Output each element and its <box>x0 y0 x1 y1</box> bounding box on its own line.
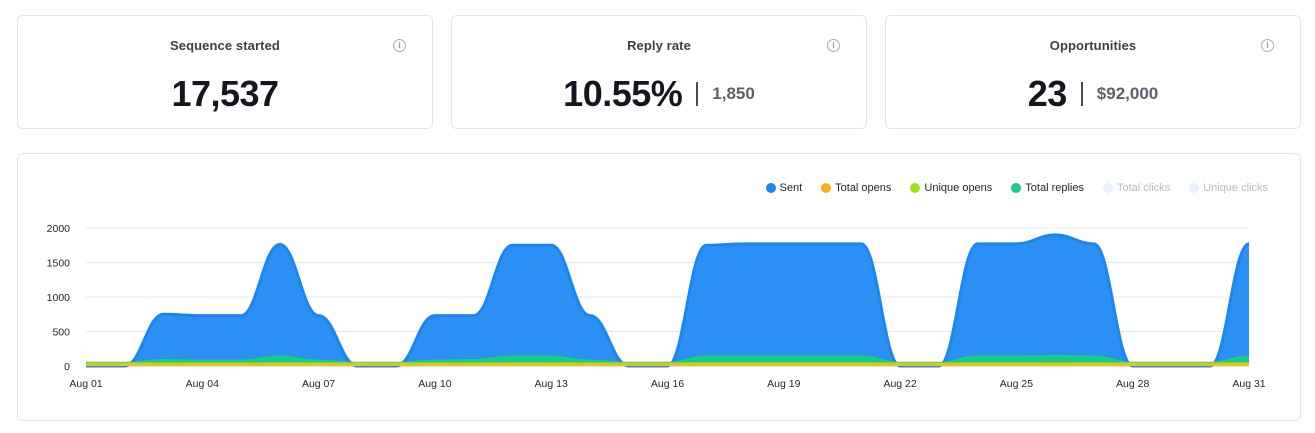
x-tick-label: Aug 16 <box>651 378 684 390</box>
legend-label: Unique opens <box>924 182 993 194</box>
x-tick-label: Aug 13 <box>535 378 568 390</box>
legend-label: Unique clicks <box>1203 182 1268 194</box>
legend-label: Total clicks <box>1117 182 1171 194</box>
sequence-started-title: Sequence started <box>170 38 280 53</box>
legend-label: Sent <box>779 182 803 194</box>
area-chart: 0 500 1000 1500 2000 Aug 01 Aug 04 Aug 07 Aug 10… <box>47 223 1266 390</box>
legend-item-sent[interactable]: Sent <box>765 182 803 194</box>
y-tick-label: 2000 <box>47 223 71 235</box>
chart-legend: Sent Total opens Unique opens Total repl… <box>765 182 1268 194</box>
divider <box>1080 82 1083 106</box>
x-tick-label: Aug 01 <box>69 378 102 390</box>
legend-item-unique-clicks[interactable]: Unique clicks <box>1189 182 1268 194</box>
y-tick-label: 500 <box>52 327 70 339</box>
legend-dot-icon <box>1189 183 1200 193</box>
reply-count-value: 1,850 <box>712 84 755 103</box>
info-icon[interactable]: i <box>827 39 840 52</box>
legend-item-unique-opens[interactable]: Unique opens <box>910 182 992 194</box>
x-tick-label: Aug 31 <box>1232 378 1265 390</box>
legend-item-total-replies[interactable]: Total replies <box>1011 182 1084 194</box>
sequence-started-value: 17,537 <box>171 73 279 114</box>
reply-rate-title: Reply rate <box>627 38 691 53</box>
opportunities-value: 23 <box>1027 73 1068 114</box>
legend-dot-icon <box>1011 183 1022 193</box>
legend-dot-icon <box>910 183 921 193</box>
x-tick-label: Aug 22 <box>883 378 916 390</box>
reply-rate-card: Reply rate i 10.55% 1,850 <box>451 15 867 129</box>
opportunities-title: Opportunities <box>1049 38 1137 53</box>
series-line-sent <box>86 233 1250 368</box>
legend-item-total-opens[interactable]: Total opens <box>821 182 891 194</box>
info-icon[interactable]: i <box>1261 39 1274 52</box>
series-area-sent <box>86 234 1249 366</box>
divider <box>696 82 699 106</box>
legend-dot-icon <box>1103 183 1113 193</box>
y-tick-label: 1000 <box>47 292 71 304</box>
x-tick-label: Aug 07 <box>302 378 335 390</box>
analytics-chart-card: 0 500 1000 1500 2000 Aug 01 Aug 04 Aug 07 Aug 10… <box>17 153 1301 421</box>
legend-label: Total opens <box>835 182 892 194</box>
legend-item-total-clicks[interactable]: Total clicks <box>1103 182 1170 194</box>
x-tick-label: Aug 28 <box>1116 378 1149 390</box>
x-tick-label: Aug 25 <box>1000 378 1033 390</box>
reply-rate-value: 10.55% <box>563 73 683 114</box>
legend-dot-icon <box>765 183 776 193</box>
x-tick-label: Aug 19 <box>767 378 800 390</box>
opportunities-card: Opportunities i 23 $92,000 <box>885 15 1301 129</box>
legend-label: Total replies <box>1025 182 1084 194</box>
y-tick-label: 1500 <box>47 258 71 270</box>
y-tick-label: 0 <box>64 361 70 373</box>
x-tick-label: Aug 04 <box>186 378 219 390</box>
opportunities-amount: $92,000 <box>1096 84 1159 103</box>
sequence-started-card: Sequence started i 17,537 <box>17 15 433 129</box>
info-icon[interactable]: i <box>393 39 406 52</box>
legend-dot-icon <box>821 183 832 193</box>
x-tick-label: Aug 10 <box>418 378 451 390</box>
